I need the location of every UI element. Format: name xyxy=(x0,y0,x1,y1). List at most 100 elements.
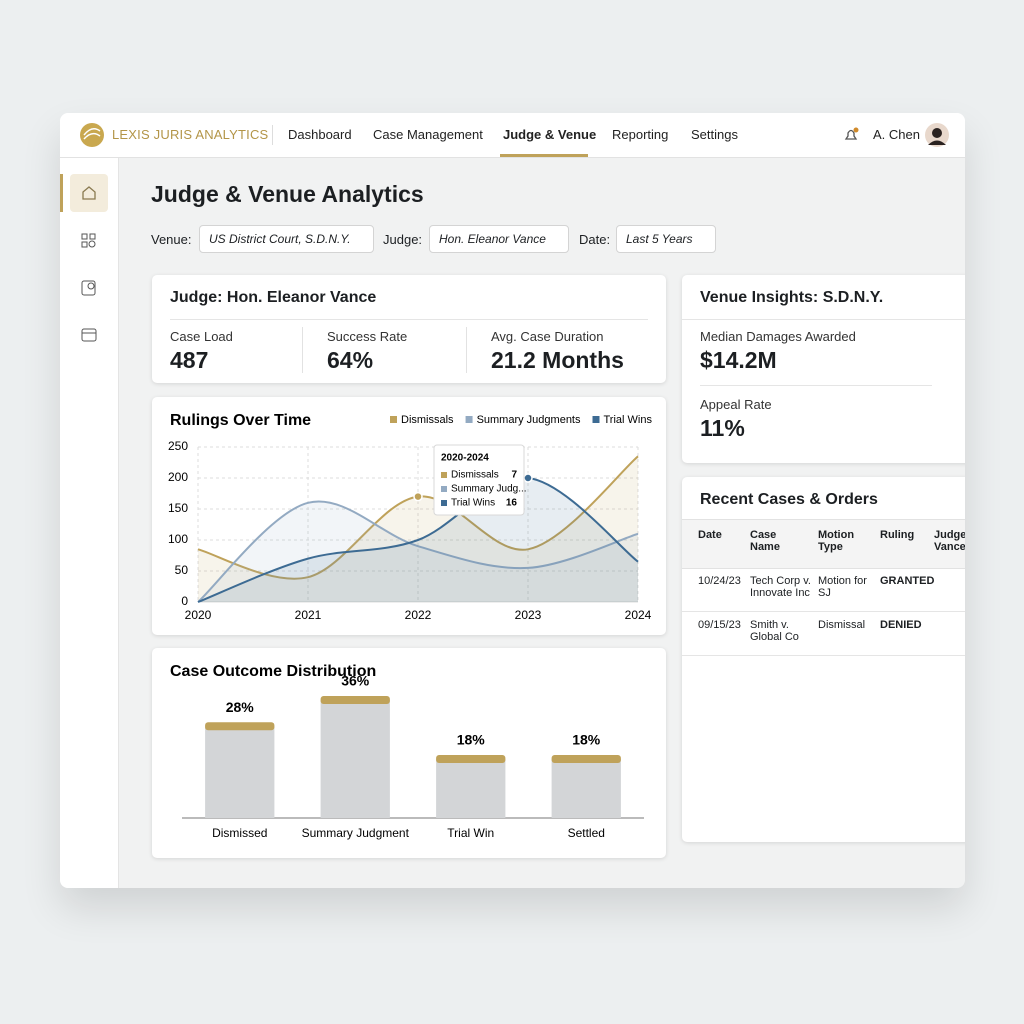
y-tick-label: 250 xyxy=(168,439,188,453)
report-icon[interactable] xyxy=(80,279,98,297)
brand: LEXIS JURIS ANALYTICS xyxy=(112,127,269,142)
card-title: Recent Cases & Orders xyxy=(700,491,878,508)
row-divider xyxy=(682,611,965,612)
app-window: LEXIS JURIS ANALYTICS Dashboard Case Man… xyxy=(60,113,965,888)
highlight-point xyxy=(413,491,423,502)
table-cell: 09/15/23 xyxy=(698,619,741,631)
table-cell: GRANTED xyxy=(880,575,935,587)
stat-label: Avg. Case Duration xyxy=(491,329,604,344)
judge-card: Judge: Hon. Eleanor Vance Case Load 487 … xyxy=(152,275,666,383)
stat-value: 64% xyxy=(327,347,374,373)
tooltip-value: 7 xyxy=(511,470,517,481)
tooltip-title: 2020-2024 xyxy=(441,453,489,464)
chart-title: Case Outcome Distribution xyxy=(170,663,376,680)
tooltip-swatch xyxy=(441,472,447,478)
line-chart: Rulings Over Time Dismissals Summary Judgm… xyxy=(168,412,653,622)
legend-label: Summary Judgments xyxy=(477,414,581,426)
column-header: Motion Type xyxy=(818,529,855,553)
y-tick-label: 200 xyxy=(168,470,188,484)
y-tick-label: 0 xyxy=(181,594,188,608)
divider xyxy=(700,385,932,386)
x-tick-label: Summary Judgment xyxy=(302,826,410,840)
tooltip-value: 16 xyxy=(506,498,518,509)
page-title: Judge & Venue Analytics xyxy=(151,181,424,207)
tooltip-label: Summary Judg... xyxy=(451,484,527,495)
filter-label: Venue: xyxy=(151,232,192,247)
nav-item[interactable]: Settings xyxy=(691,127,738,142)
stat-value: 487 xyxy=(170,347,209,373)
table-cell: Smith v. Global Co xyxy=(750,619,799,643)
series-area xyxy=(198,501,638,602)
stat-value: $14.2M xyxy=(700,347,777,373)
column-header: Judge Vance xyxy=(934,529,965,553)
tooltip xyxy=(433,444,525,516)
active-indicator xyxy=(500,154,588,157)
filter-dropdown[interactable]: Last 5 Years xyxy=(616,225,716,253)
outcome-card: Case Outcome Distribution 28% Dismissed 36%… xyxy=(152,648,666,858)
stat-label: Appeal Rate xyxy=(700,397,772,412)
y-tick-label: 150 xyxy=(168,501,188,515)
user-name[interactable]: A. Chen xyxy=(873,127,920,142)
bar xyxy=(205,726,275,818)
stat-label: Success Rate xyxy=(327,329,408,344)
table-cell: Tech Corp v. Innovate Inc xyxy=(750,575,811,599)
tooltip-swatch xyxy=(441,486,447,492)
divider xyxy=(272,125,273,145)
bar xyxy=(436,759,506,818)
legend-swatch xyxy=(592,416,600,423)
value-label: 28% xyxy=(226,699,255,715)
chart-title: Rulings Over Time xyxy=(170,412,311,429)
table-cell: 10/24/23 xyxy=(698,575,741,587)
filter-dropdown[interactable]: Hon. Eleanor Vance xyxy=(429,225,569,253)
table-cell: Motion for SJ xyxy=(818,575,867,599)
card-title: Venue Insights: S.D.N.Y. xyxy=(700,289,884,306)
legend-swatch xyxy=(465,416,473,423)
x-tick-label: 2022 xyxy=(405,608,432,622)
series-line xyxy=(197,500,639,603)
x-tick-label: 2024 xyxy=(625,608,652,622)
series-line xyxy=(197,476,639,603)
table-cell: Dismissal xyxy=(818,619,866,631)
bell-icon[interactable] xyxy=(842,126,860,144)
x-tick-label: 2023 xyxy=(515,608,542,622)
search-icon[interactable] xyxy=(80,232,98,250)
legend-label: Trial Wins xyxy=(604,414,653,426)
calendar-icon[interactable] xyxy=(80,326,98,344)
divider xyxy=(302,327,303,373)
filter-label: Judge: xyxy=(383,232,423,247)
divider xyxy=(466,327,467,373)
nav-item[interactable]: Dashboard xyxy=(288,127,352,142)
nav-item[interactable]: Judge & Venue xyxy=(503,127,597,142)
stat-label: Case Load xyxy=(170,329,233,344)
legend-label: Dismissals xyxy=(401,414,454,426)
divider xyxy=(682,319,965,320)
bar-cap xyxy=(320,696,390,704)
avatar[interactable] xyxy=(924,122,950,148)
series-area xyxy=(198,456,638,602)
filter-dropdown[interactable]: US District Court, S.D.N.Y. xyxy=(199,225,374,253)
home-button[interactable] xyxy=(70,174,108,212)
x-tick-label: Dismissed xyxy=(212,826,267,840)
column-header: Ruling xyxy=(880,529,915,541)
divider xyxy=(170,319,648,320)
header: LEXIS JURIS ANALYTICS Dashboard Case Man… xyxy=(60,113,965,158)
highlight-point xyxy=(523,473,533,483)
value-label: 36% xyxy=(341,673,370,689)
rulings-card: Rulings Over Time Dismissals Summary Judgm… xyxy=(152,397,666,635)
recent-cases-card: Recent Cases & Orders Date Case Name Motio… xyxy=(682,477,965,842)
bar xyxy=(551,759,621,818)
column-header: Date xyxy=(698,529,722,541)
value-label: 18% xyxy=(572,732,601,748)
x-tick-label: Settled xyxy=(568,826,605,840)
bar-cap xyxy=(436,755,506,763)
nav-item[interactable]: Case Management xyxy=(373,127,483,142)
active-marker xyxy=(60,174,63,212)
legend-swatch xyxy=(390,416,397,423)
venue-card: Venue Insights: S.D.N.Y. Median Damages … xyxy=(682,275,965,463)
sidebar xyxy=(60,158,119,888)
stat-value: 11% xyxy=(700,415,745,441)
bar xyxy=(320,700,390,818)
nav-item[interactable]: Reporting xyxy=(612,127,669,142)
home-icon[interactable] xyxy=(80,184,98,202)
